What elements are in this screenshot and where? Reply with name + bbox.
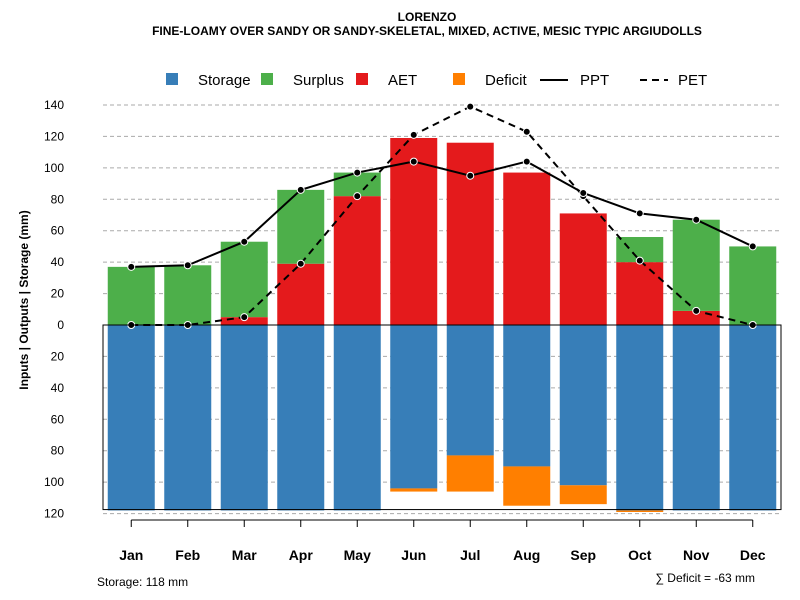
bar-storage [616, 325, 664, 511]
y-tick-label: 20 [51, 349, 65, 363]
point-ppt [296, 185, 305, 194]
y-tick-label: 40 [51, 255, 65, 269]
bar-storage [390, 325, 438, 489]
y-axis-label: Inputs | Outputs | Storage (mm) [17, 210, 31, 389]
y-tick-label: 140 [44, 98, 64, 112]
legend-swatch-aet [356, 73, 368, 85]
x-tick-label: Apr [289, 547, 314, 563]
bar-storage [277, 325, 325, 511]
legend-label-pet: PET [678, 72, 707, 89]
bar-storage [672, 325, 720, 511]
bar-storage [729, 325, 777, 511]
point-ppt [240, 237, 249, 246]
y-tick-label: 100 [44, 475, 64, 489]
y-tick-label: 60 [51, 412, 65, 426]
x-tick-label: Jul [460, 547, 480, 563]
series-lines [127, 102, 757, 329]
bar-storage [559, 325, 607, 486]
y-tick-label: 20 [51, 287, 65, 301]
bar-surplus [729, 246, 777, 325]
bar-aet [503, 172, 551, 325]
point-pet [240, 313, 249, 322]
bar-storage [503, 325, 551, 467]
point-ppt [466, 171, 475, 180]
bar-aet [616, 262, 664, 325]
y-tick-label: 60 [51, 224, 65, 238]
legend-swatch-surplus [261, 73, 273, 85]
point-pet [353, 192, 362, 201]
point-ppt [692, 215, 701, 224]
x-tick-label: Dec [740, 547, 766, 563]
y-tick-label: 120 [44, 129, 64, 143]
point-ppt [127, 262, 136, 271]
bar-storage [164, 325, 212, 511]
point-ppt [635, 209, 644, 218]
point-pet [296, 259, 305, 268]
legend-swatch-storage [166, 73, 178, 85]
x-tick-label: Oct [628, 547, 652, 563]
y-tick-label: 120 [44, 507, 64, 521]
point-ppt [579, 189, 588, 197]
bar-aet [390, 138, 438, 325]
y-tick-label: 40 [51, 381, 65, 395]
x-tick-label: Aug [513, 547, 540, 563]
axes: 140 120 100 80 60 40 20 0 20 40 60 80 100 120 Jan Feb Ma… [44, 98, 782, 563]
legend-label-storage: Storage [198, 72, 251, 89]
legend-label-deficit: Deficit [485, 72, 528, 89]
legend-swatch-deficit [453, 73, 465, 85]
bar-deficit [559, 485, 607, 505]
bar-surplus [277, 189, 325, 264]
x-tick-label: Feb [175, 547, 200, 563]
bar-deficit [616, 510, 664, 512]
point-ppt [522, 157, 531, 166]
y-tick-label: 80 [51, 192, 65, 206]
point-pet [522, 127, 531, 136]
x-tick-label: Jan [119, 547, 143, 563]
y-tick-label: 0 [57, 318, 64, 332]
grid-lines [103, 104, 781, 515]
deficit-note: ∑ Deficit = -63 mm [655, 571, 755, 585]
storage-note: Storage: 118 mm [97, 575, 188, 589]
x-tick-label: Nov [683, 547, 710, 563]
bar-deficit [503, 466, 551, 506]
legend-label-ppt: PPT [580, 72, 609, 89]
bar-surplus [107, 266, 155, 325]
point-ppt [183, 261, 192, 270]
x-tick-label: May [344, 547, 371, 563]
bar-aet [333, 196, 381, 325]
bar-surplus [164, 265, 212, 325]
bar-aet [446, 142, 494, 325]
storage-frame [102, 324, 782, 511]
bar-aet [277, 263, 325, 325]
point-ppt [353, 168, 362, 177]
bar-deficit [446, 455, 494, 492]
bar-deficit [390, 488, 438, 492]
bar-aet [559, 213, 607, 325]
bar-storage [220, 325, 268, 511]
bar-storage [107, 325, 155, 511]
point-pet [466, 102, 475, 111]
chart-subtitle: FINE-LOAMY OVER SANDY OR SANDY-SKELETAL,… [152, 24, 702, 38]
x-tick-label: Sep [570, 547, 596, 563]
x-tick-label: Jun [401, 547, 426, 563]
bars [107, 138, 777, 512]
point-pet [635, 256, 644, 265]
bar-surplus [333, 172, 381, 197]
point-pet [692, 306, 701, 315]
point-ppt [748, 242, 757, 251]
line-ppt [131, 160, 754, 268]
point-ppt [409, 157, 418, 166]
bar-storage [333, 325, 381, 511]
point-pet [409, 130, 418, 139]
y-tick-label: 100 [44, 161, 64, 175]
legend-label-surplus: Surplus [293, 72, 344, 89]
y-tick-label: 80 [51, 444, 65, 458]
chart-title: LORENZO [398, 10, 457, 24]
bar-storage [446, 325, 494, 456]
legend-label-aet: AET [388, 72, 417, 89]
legend: Storage Surplus AET Deficit PPT PET [166, 72, 707, 89]
bar-surplus [220, 241, 268, 318]
x-tick-label: Mar [232, 547, 257, 563]
